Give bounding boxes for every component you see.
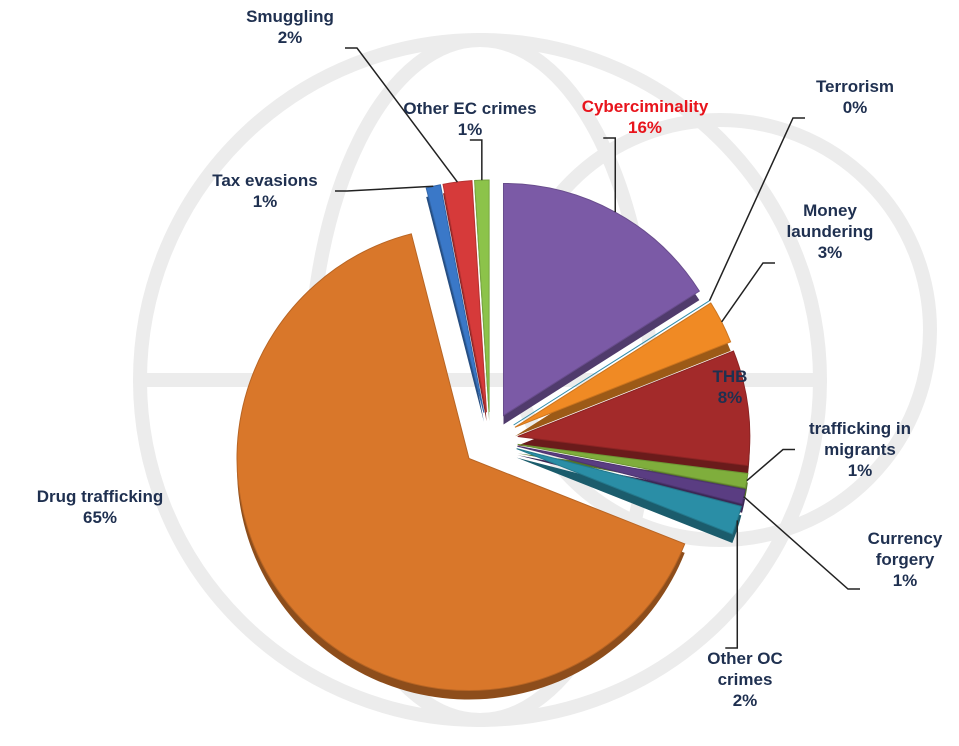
slice <box>236 233 686 692</box>
category-label: Tax evasions <box>212 171 318 190</box>
slice-label: Drug trafficking 65% <box>0 486 200 528</box>
value-label: 3% <box>817 243 843 262</box>
value-label: 65% <box>82 508 118 527</box>
slice <box>425 184 485 413</box>
leader-line <box>721 262 775 323</box>
value-label: 1% <box>457 120 483 139</box>
leader-line <box>345 47 459 183</box>
slice-label: THB 8% <box>690 366 770 408</box>
category-label: Cyberciminality <box>581 97 709 116</box>
category-label: Money laundering <box>786 201 874 241</box>
slice <box>474 179 490 413</box>
slice-label: Currency forgery 1% <box>850 528 959 591</box>
leader-line <box>743 496 860 590</box>
value-label: 2% <box>277 28 303 47</box>
leader-line <box>746 448 795 482</box>
slice-label: Terrorism 0% <box>795 76 915 118</box>
slice-label: trafficking in migrants 1% <box>785 418 935 481</box>
value-label: 16% <box>627 118 663 137</box>
category-label: Currency forgery <box>867 529 943 569</box>
slice <box>517 350 751 467</box>
slice-label: Cyberciminality 16% <box>555 96 735 138</box>
category-label: Other EC crimes <box>403 99 537 118</box>
category-label: Smuggling <box>246 7 334 26</box>
value-label: 0% <box>842 98 868 117</box>
leader-line <box>603 137 617 213</box>
value-label: 1% <box>847 461 873 480</box>
category-label: Terrorism <box>815 77 895 96</box>
slice-label: Other EC crimes 1% <box>385 98 555 140</box>
leader-line <box>469 139 483 181</box>
value-label: 1% <box>252 192 278 211</box>
value-label: 2% <box>732 691 758 710</box>
slice <box>513 300 710 426</box>
slice-side <box>443 189 487 422</box>
category-label: Drug trafficking <box>36 487 164 506</box>
slice <box>502 182 701 417</box>
category-label: THB <box>712 367 748 386</box>
slice-label: Tax evasions 1% <box>185 170 345 212</box>
value-label: 1% <box>892 571 918 590</box>
leader-line <box>725 520 739 649</box>
value-label: 8% <box>717 388 743 407</box>
slice-label: Other OC crimes 2% <box>685 648 805 711</box>
slice-label: Smuggling 2% <box>225 6 355 48</box>
category-label: Other OC crimes <box>707 649 783 689</box>
slice-label: Money laundering 3% <box>765 200 895 263</box>
category-label: trafficking in migrants <box>808 419 911 459</box>
slice-side <box>516 457 742 544</box>
leader-line <box>708 117 805 301</box>
slice <box>517 445 746 505</box>
slice-side <box>426 193 484 422</box>
leader-line <box>335 185 434 192</box>
